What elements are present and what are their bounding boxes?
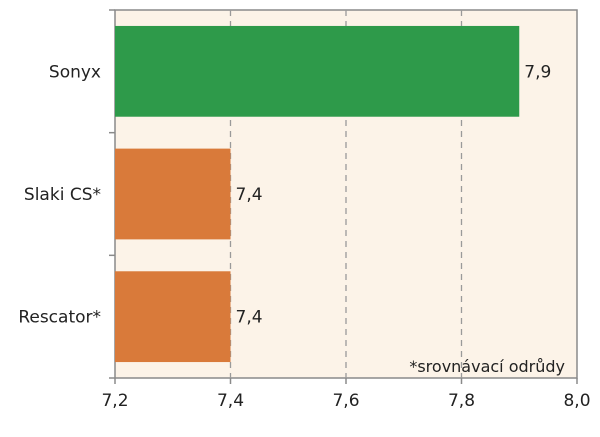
category-label: Sonyx — [49, 62, 101, 82]
category-label: Slaki CS* — [24, 185, 101, 205]
category-labels: Sonyx Slaki CS* Rescator* — [18, 62, 101, 327]
x-axis-ticks: 7,2 7,4 7,6 7,8 8,0 — [101, 378, 591, 411]
data-labels: 7,9 7,4 7,4 — [236, 62, 552, 327]
data-label: 7,9 — [524, 62, 551, 82]
bars — [115, 25, 520, 363]
x-tick-label: 7,4 — [217, 391, 244, 411]
data-label: 7,4 — [236, 185, 263, 205]
category-label: Rescator* — [18, 308, 101, 328]
x-tick-label: 7,2 — [101, 391, 128, 411]
x-tick-label: 7,8 — [448, 391, 475, 411]
bar — [115, 271, 231, 363]
x-tick-label: 8,0 — [563, 391, 590, 411]
x-tick-label: 7,6 — [332, 391, 359, 411]
bar — [115, 148, 231, 240]
y-axis-ticks — [109, 9, 115, 379]
data-label: 7,4 — [236, 308, 263, 328]
annotation-note: *srovnávací odrůdy — [409, 357, 565, 376]
bar — [115, 25, 520, 117]
